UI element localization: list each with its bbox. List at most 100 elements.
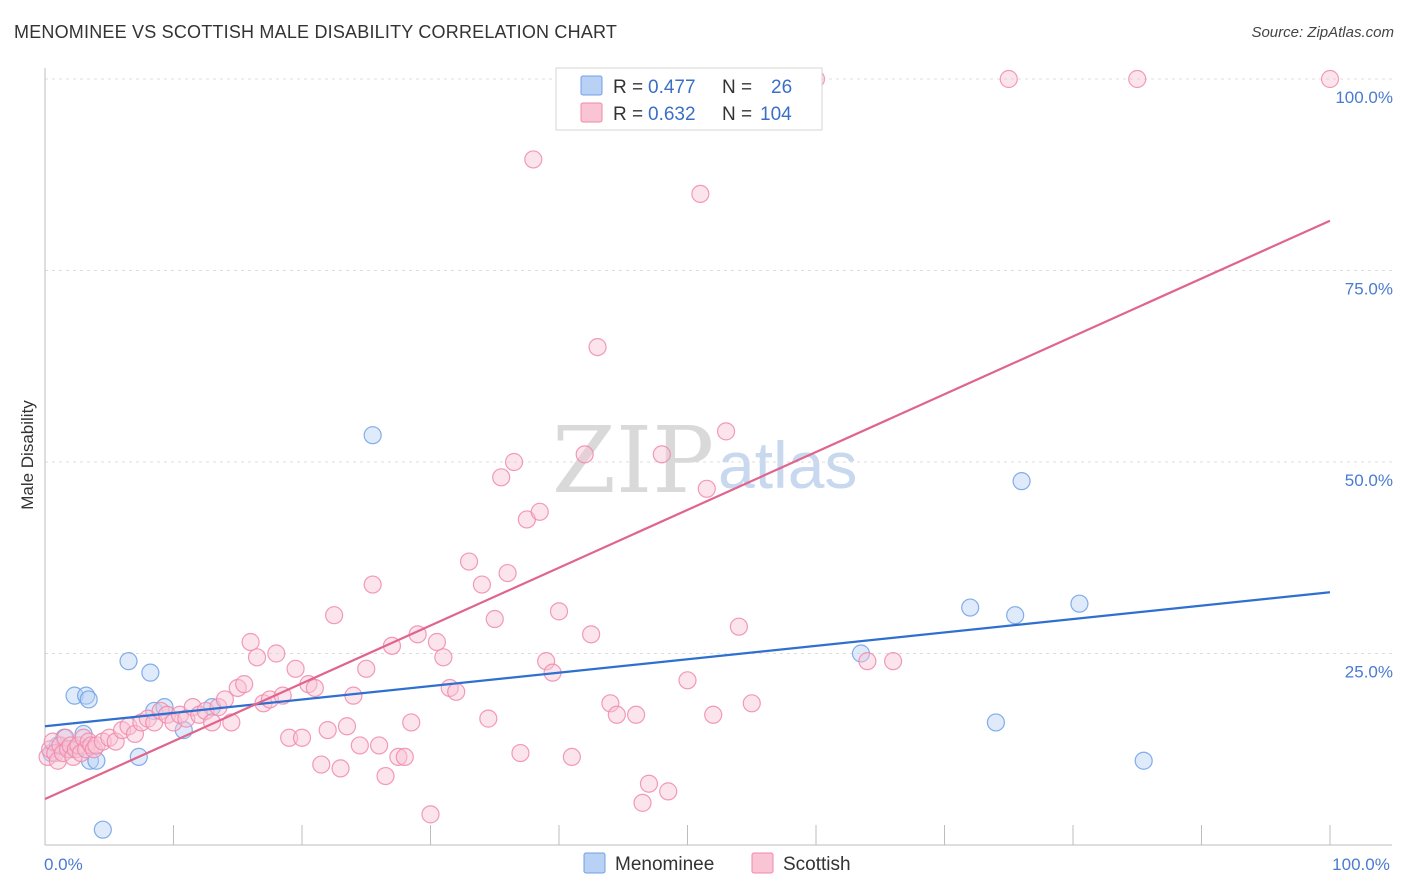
series-scottish [38,69,1340,824]
point-scottish-92 [588,338,607,357]
point-scottish-86 [537,652,556,671]
y-tick-label-50: 50.0% [1345,471,1393,490]
point-scottish-53 [305,678,324,698]
point-scottish-49 [280,728,299,747]
stats-n-label-menominee: N = [722,77,752,98]
point-menominee-24 [1070,594,1089,613]
point-scottish-50 [286,659,305,678]
y-tick-label-25: 25.0% [1345,663,1393,682]
point-scottish-43 [241,632,260,652]
point-scottish-109 [858,652,877,671]
point-scottish-44 [247,648,267,667]
point-scottish-104 [716,422,736,441]
point-scottish-95 [626,705,646,724]
legend: Menominee Scottish [583,852,851,875]
point-scottish-67 [395,747,414,767]
point-scottish-37 [202,713,222,732]
point-scottish-100 [678,671,697,690]
point-scottish-51 [292,728,312,747]
point-scottish-22 [106,732,125,751]
point-scottish-70 [421,805,440,824]
legend-label-scottish: Scottish [783,854,851,875]
trend-lines [44,219,1331,801]
point-menominee-10 [93,820,112,839]
stats-r-label-menominee: R = [613,77,643,98]
point-scottish-102 [697,479,716,498]
point-scottish-60 [350,736,369,755]
point-scottish-47 [267,644,286,663]
point-scottish-64 [376,766,395,786]
point-scottish-94 [607,705,626,724]
point-scottish-56 [325,606,344,625]
point-scottish-93 [601,694,620,713]
point-scottish-66 [389,747,408,767]
stats-r-value-menominee: 0.477 [648,77,696,98]
point-menominee-22 [1006,606,1025,625]
legend-swatch-menominee [583,852,606,874]
chart-title: MENOMINEE VS SCOTTISH MALE DISABILITY CO… [14,22,618,42]
point-scottish-76 [472,575,491,594]
point-scottish-80 [498,563,517,583]
point-scottish-54 [312,755,331,774]
point-menominee-7 [79,690,98,709]
point-scottish-99 [659,782,678,801]
stats-n-label-scottish: N = [722,104,752,125]
point-scottish-63 [370,736,389,755]
point-scottish-106 [742,694,761,713]
point-scottish-82 [511,743,530,763]
legend-label-menominee: Menominee [615,854,714,875]
point-scottish-84 [524,150,543,169]
point-scottish-71 [427,632,447,652]
point-scottish-75 [459,552,479,571]
point-scottish-79 [492,468,511,487]
point-scottish-97 [639,774,659,793]
point-scottish-110 [883,652,903,671]
y-tick-label-75: 75.0% [1345,280,1393,299]
stats-swatch-menominee [580,75,603,96]
point-menominee-13 [141,663,160,682]
point-scottish-42 [235,675,254,694]
point-scottish-57 [331,759,350,778]
stats-r-label-scottish: R = [613,104,643,125]
point-menominee-11 [119,652,138,671]
point-menominee-25 [1134,751,1153,770]
x-tick-label-100: 100.0% [1332,855,1390,874]
gridlines [45,78,1392,654]
stats-n-value-scottish: 104 [760,104,792,125]
point-scottish-103 [704,705,723,724]
point-scottish-72 [434,648,453,667]
axes [44,68,1392,846]
point-menominee-18 [363,426,382,445]
point-scottish-68 [402,713,421,732]
point-scottish-90 [575,445,594,464]
y-tick-label-100: 100.0% [1335,88,1393,107]
trend-line-scottish [44,219,1331,801]
point-scottish-96 [633,793,652,812]
stats-n-value-menominee: 26 [771,77,792,98]
point-scottish-85 [530,502,549,521]
point-scottish-105 [729,617,749,636]
point-scottish-55 [318,720,337,740]
legend-swatch-scottish [751,852,774,874]
point-scottish-58 [337,717,357,736]
stats-box: R = 0.477 N = 26 R = 0.632 N = 104 [555,67,823,131]
point-scottish-81 [504,452,524,472]
x-tick-labels: 0.0% 100.0% [44,855,1390,874]
point-scottish-62 [363,575,382,594]
chart-source: Source: ZipAtlas.com [1251,24,1394,41]
point-scottish-113 [1320,69,1340,89]
point-scottish-91 [582,625,601,644]
watermark-zip: ZIP [552,407,714,514]
x-tick-label-0: 0.0% [44,855,83,874]
stats-swatch-scottish [580,102,603,123]
trend-line-menominee [44,591,1331,728]
point-scottish-89 [562,747,581,767]
point-scottish-78 [485,609,504,629]
y-tick-labels: 100.0% 75.0% 50.0% 25.0% [1335,88,1393,682]
point-menominee-23 [1012,472,1031,491]
point-menominee-20 [961,598,980,617]
point-scottish-61 [357,659,376,678]
point-scottish-74 [447,682,466,701]
point-scottish-111 [999,69,1018,89]
